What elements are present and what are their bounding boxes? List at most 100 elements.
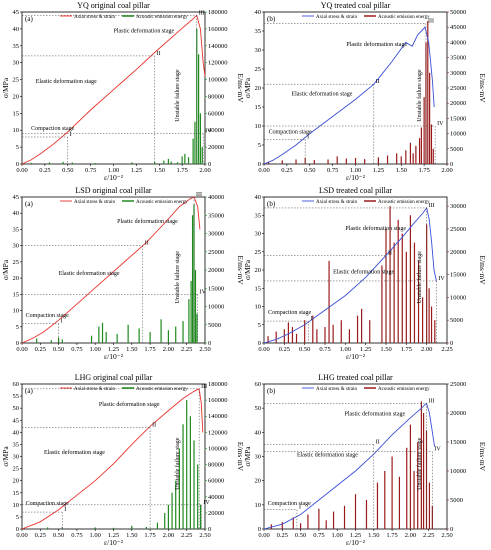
x-axis-label: ε/10⁻² [104,538,124,547]
stage-annotation-rotated: Unstable failure stage [416,251,423,304]
y2-tick-label: 15000 [450,439,466,446]
x-tick-label: 0.00 [16,346,27,353]
energy-bar [163,161,164,164]
x-tick-label: 0.25 [277,532,288,539]
energy-bar [346,159,347,164]
energy-bar [157,523,158,529]
energy-bar [168,330,169,343]
energy-bar [195,270,196,343]
energy-bar [429,73,430,164]
stage-annotation: Plastic deformation stage [345,410,406,417]
y-tick-label: 25 [13,77,20,84]
stage-annotation-rotated: Unstable failure stage [174,69,181,122]
y-tick-label: 20 [13,275,20,282]
y-tick-label: 0 [16,340,19,347]
stress-strain-line [264,403,435,529]
y-tick-label: 40 [255,9,262,16]
y2-tick-label: 15000 [450,272,466,279]
energy-bar [326,520,327,529]
energy-bar [182,424,183,529]
y-tick-label: 20 [255,85,262,92]
y-tick-label: 35 [13,226,20,233]
y2-axis-label: E/ms·mV [478,255,487,285]
chart-panel-3: LSD original coal pillarIIIIIIIVCompacti… [1,186,245,361]
y2-tick-label: 40000 [208,127,224,134]
legend-item: Axial stress & strain [74,387,115,392]
y2-tick-label: 10000 [450,131,466,138]
energy-bar [344,506,345,529]
stage-mark-label: II [376,439,380,445]
energy-bar [419,138,420,164]
chart-panel-1: YQ original coal pillarIIIIIIIVCompactio… [1,1,245,182]
stage-mark-label: IV [438,276,445,282]
y2-tick-label: 35000 [208,212,224,219]
energy-bar [184,154,185,164]
y2-tick-label: 15000 [208,285,224,292]
y2-tick-label: 30000 [450,203,466,210]
stage-mark-label: III [201,384,207,390]
y-tick-label: 25 [255,249,262,256]
energy-bar [410,143,411,164]
y2-tick-label: 30000 [208,231,224,238]
y2-tick-label: 45000 [450,24,466,31]
energy-bar [193,440,194,529]
energy-bar [276,332,277,343]
legend-item: Acoustic emission energy [378,15,430,20]
panel-tag: (a) [25,200,33,208]
stage-annotation-rotated: Unstable failure stage [174,251,181,304]
x-tick-label: 0.75 [313,532,324,539]
chart-panel-2: YQ treated coal pillarIIIIIIIVCompaction… [243,1,487,182]
y-tick-label: 25 [255,66,262,73]
y2-tick-label: 20000 [450,249,466,256]
x-tick-label: 2.50 [441,532,452,539]
y2-tick-label: 0 [208,526,211,533]
y-tick-label: 15 [255,104,262,111]
energy-bar [314,160,315,164]
x-tick-label: 0.00 [258,346,269,353]
y-tick-label: 5 [16,324,19,331]
stage-annotation: Plastic deformation stage [114,27,175,34]
energy-bar [392,457,393,530]
stage-mark-label: II [145,241,149,247]
stage-annotation-rotated: Unstable failure stage [416,69,423,122]
y-tick-label: 50 [255,405,262,412]
energy-bar [300,523,301,529]
x-tick-label: 1.50 [396,167,407,174]
energy-bar [293,517,294,529]
x-tick-label: 2.25 [181,346,192,353]
stage-annotation: Compaction stage [269,130,312,136]
energy-bar [398,220,399,343]
x-tick-label: 0.25 [279,346,290,353]
y2-tick-label: 10000 [450,294,466,301]
energy-bar [62,339,63,343]
energy-bar [364,159,365,164]
y2-tick-label: 20000 [208,267,224,274]
stage-annotation: Plastic deformation stage [346,41,407,48]
x-tick-label: 1.75 [176,167,187,174]
y2-tick-label: 0 [450,526,453,533]
y2-tick-label: 5000 [450,497,463,504]
panel-tag: (b) [267,387,276,395]
chart-title: LSD treated coal pillar [319,186,392,195]
x-tick-label: 1.50 [368,532,379,539]
y-tick-label: 45 [13,417,20,424]
x-tick-label: 1.00 [90,532,101,539]
y2-tick-label: 25000 [450,85,466,92]
legend-item: Acoustic emission energy [378,200,430,205]
x-tick-label: 1.25 [373,167,384,174]
panel-tag: (a) [25,387,33,395]
energy-bar [150,332,151,343]
y-axis-label: σ/MPa [243,77,252,98]
y-tick-label: 40 [13,429,20,436]
y2-tick-label: 180000 [208,9,228,16]
x-axis-label: ε/10⁻² [346,173,366,182]
x-tick-label: 0.50 [53,532,64,539]
energy-bar [47,527,48,529]
energy-bar [296,334,297,343]
energy-bar [316,329,317,343]
x-tick-label: 2.00 [405,532,416,539]
energy-bar [128,325,129,343]
legend-item: Axial stress & strain [74,200,115,205]
energy-bar [197,465,198,529]
